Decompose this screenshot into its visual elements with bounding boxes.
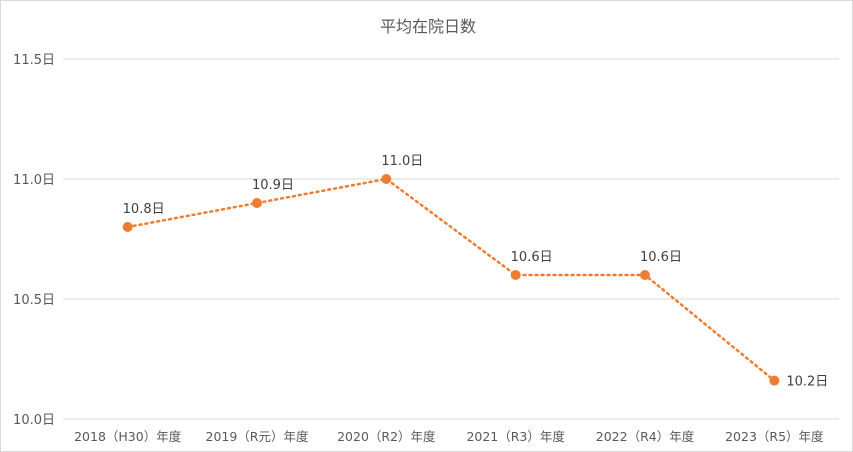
- data-point: [640, 270, 650, 280]
- data-point: [122, 222, 133, 232]
- data-point: [381, 174, 392, 184]
- y-tick-label: 10.0日: [13, 413, 55, 428]
- data-label: 10.9日: [252, 178, 294, 193]
- data-points: [122, 174, 780, 386]
- x-tick-label: 2019（R元）年度: [206, 429, 309, 444]
- x-tick-label: 2022（R4）年度: [596, 429, 695, 444]
- data-point: [769, 375, 780, 386]
- y-tick-label: 10.5日: [13, 293, 55, 308]
- data-labels: 10.8日 10.9日 11.0日 10.6日 10.6日 10.2日: [123, 154, 829, 390]
- gridlines: [63, 58, 839, 420]
- x-tick-label: 2020（R2）年度: [337, 429, 436, 444]
- data-label: 10.8日: [123, 202, 165, 217]
- x-tick-label: 2018（H30）年度: [74, 429, 182, 444]
- data-label: 11.0日: [381, 154, 423, 169]
- data-label: 10.6日: [640, 250, 682, 265]
- y-tick-label: 11.0日: [13, 173, 55, 188]
- chart-title: 平均在院日数: [380, 17, 476, 36]
- series-line-group: [126, 177, 776, 382]
- x-axis-ticks: 2018（H30）年度 2019（R元）年度 2020（R2）年度 2021（R3）年…: [74, 429, 824, 444]
- data-label: 10.6日: [511, 250, 553, 265]
- y-tick-label: 11.5日: [13, 53, 55, 68]
- y-axis-ticks: 10.0日 10.5日 11.0日 11.5日: [13, 53, 55, 428]
- data-point: [510, 270, 521, 280]
- x-tick-label: 2021（R3）年度: [466, 429, 565, 444]
- x-tick-label: 2023（R5）年度: [725, 429, 824, 444]
- data-label: 10.2日: [786, 375, 828, 390]
- data-point: [252, 198, 262, 208]
- series-line: [126, 177, 776, 382]
